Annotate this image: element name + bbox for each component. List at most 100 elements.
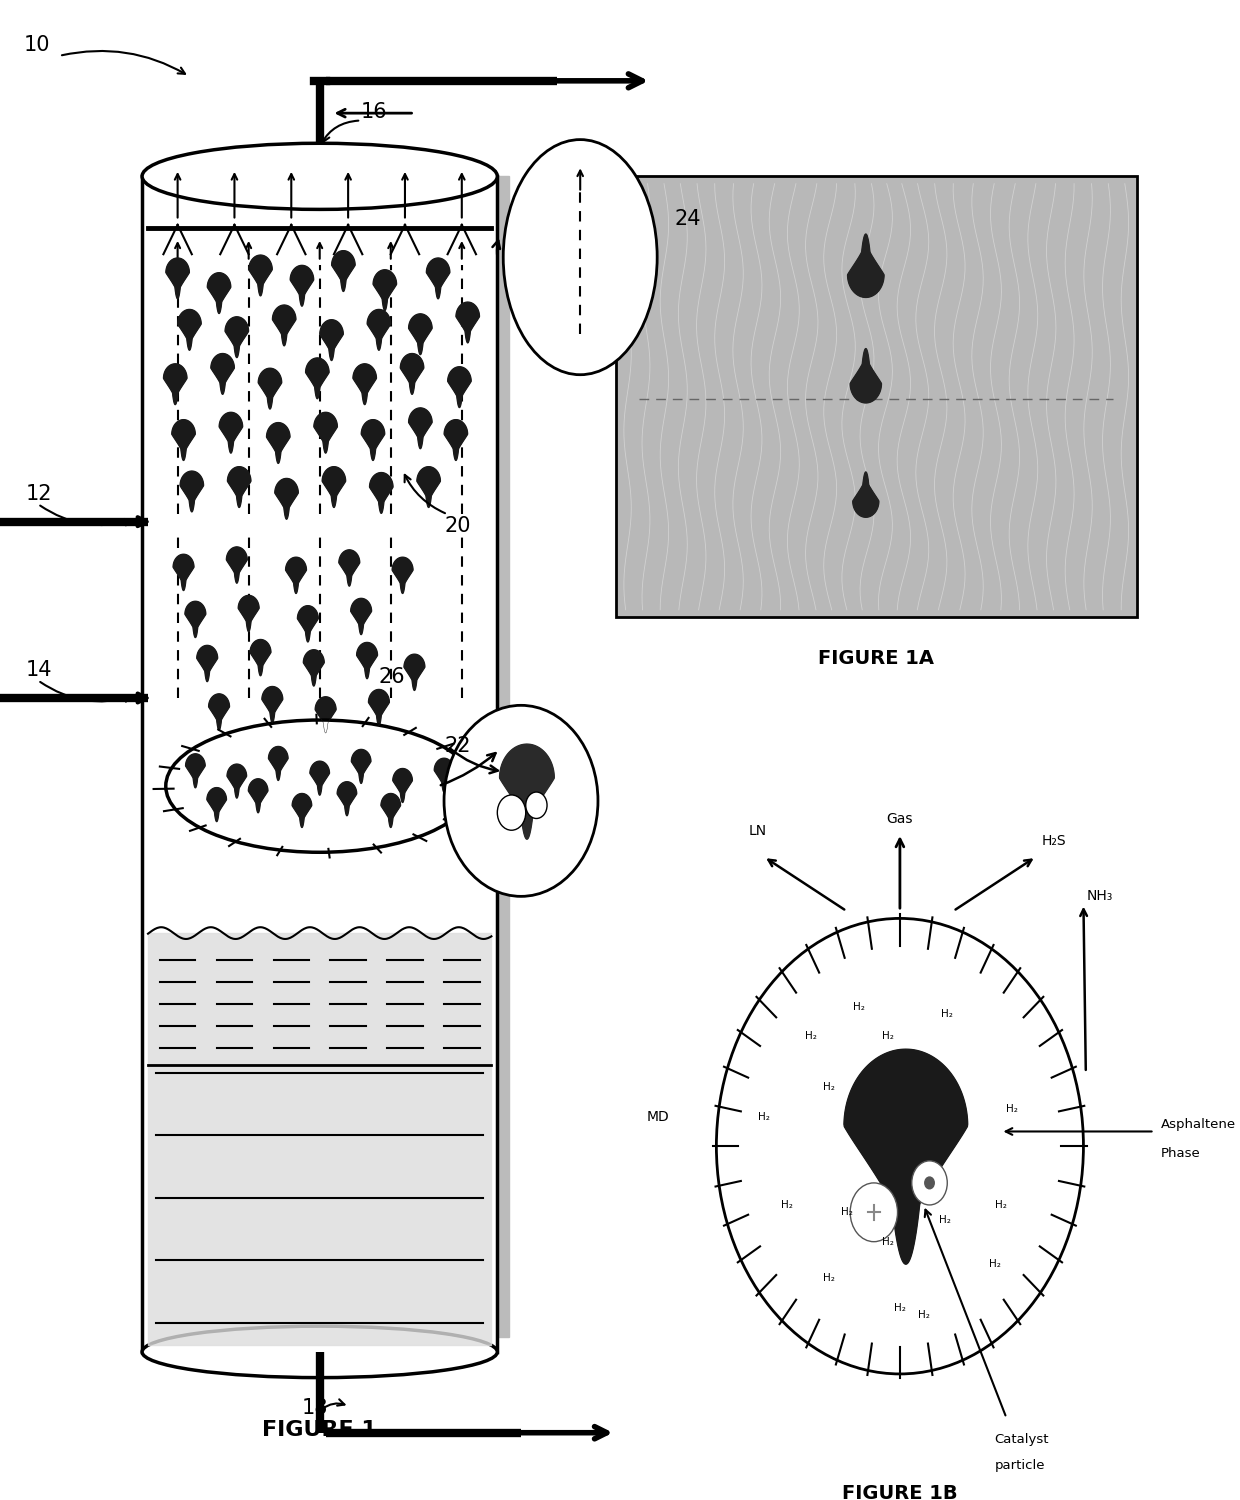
FancyArrowPatch shape [404, 476, 445, 513]
Text: Asphaltene: Asphaltene [1161, 1118, 1235, 1131]
Text: FIGURE 1: FIGURE 1 [263, 1420, 377, 1440]
Text: H₂S: H₂S [1042, 834, 1066, 848]
Text: 20: 20 [444, 516, 470, 536]
Text: 14: 14 [26, 660, 52, 680]
Polygon shape [285, 556, 306, 594]
Text: FIGURE 1A: FIGURE 1A [818, 650, 934, 669]
Polygon shape [500, 744, 554, 839]
Polygon shape [337, 782, 357, 816]
Polygon shape [227, 764, 247, 798]
Text: FIGURE 1B: FIGURE 1B [842, 1484, 957, 1500]
Polygon shape [293, 794, 311, 828]
FancyArrowPatch shape [492, 240, 500, 255]
Text: H₂: H₂ [823, 1274, 835, 1284]
FancyArrowPatch shape [322, 1400, 345, 1408]
FancyArrowPatch shape [40, 506, 131, 525]
Text: 24: 24 [675, 209, 702, 230]
Circle shape [911, 1161, 947, 1204]
Circle shape [526, 792, 547, 819]
Polygon shape [331, 251, 355, 291]
Text: 26: 26 [379, 668, 405, 687]
Polygon shape [207, 273, 231, 314]
FancyArrowPatch shape [40, 682, 131, 702]
Text: H₂: H₂ [939, 1215, 951, 1224]
Polygon shape [315, 698, 336, 734]
Text: 12: 12 [26, 483, 52, 504]
Polygon shape [172, 420, 195, 460]
FancyArrowPatch shape [62, 51, 185, 74]
Ellipse shape [166, 720, 474, 852]
Text: Catalyst: Catalyst [994, 1432, 1049, 1446]
Text: H₂: H₂ [853, 1002, 864, 1011]
Polygon shape [368, 690, 389, 726]
Polygon shape [361, 420, 384, 460]
Text: Gas: Gas [887, 812, 913, 826]
Polygon shape [227, 548, 247, 584]
Polygon shape [351, 598, 372, 634]
Polygon shape [208, 694, 229, 730]
Polygon shape [351, 750, 371, 783]
FancyArrowPatch shape [322, 120, 358, 142]
Polygon shape [444, 420, 467, 460]
Bar [497, 177, 510, 1336]
Bar [616, 177, 1137, 616]
Polygon shape [392, 556, 413, 594]
Circle shape [851, 1184, 898, 1242]
Polygon shape [339, 550, 360, 586]
Polygon shape [164, 364, 187, 405]
Polygon shape [367, 309, 391, 350]
Circle shape [444, 705, 598, 897]
Text: H₂: H₂ [894, 1304, 906, 1312]
Polygon shape [409, 408, 432, 448]
Polygon shape [219, 413, 243, 453]
Polygon shape [273, 304, 296, 346]
Polygon shape [404, 654, 425, 690]
Polygon shape [353, 364, 377, 405]
Polygon shape [258, 368, 281, 410]
Polygon shape [174, 555, 193, 591]
Polygon shape [186, 754, 205, 788]
Polygon shape [269, 747, 288, 780]
Polygon shape [320, 320, 343, 360]
Polygon shape [434, 758, 454, 792]
Polygon shape [143, 177, 497, 1352]
Polygon shape [417, 466, 440, 507]
Polygon shape [427, 258, 450, 299]
Polygon shape [226, 316, 248, 357]
Text: MD: MD [646, 1110, 670, 1124]
Polygon shape [370, 472, 393, 513]
Polygon shape [314, 413, 337, 453]
Text: 10: 10 [24, 36, 50, 56]
Polygon shape [298, 606, 319, 642]
Ellipse shape [143, 1326, 497, 1377]
Polygon shape [177, 309, 201, 350]
Polygon shape [381, 794, 401, 828]
Polygon shape [275, 478, 299, 519]
Polygon shape [267, 423, 290, 464]
Polygon shape [357, 642, 377, 678]
Text: particle: particle [994, 1460, 1045, 1472]
Text: H₂: H₂ [882, 1236, 894, 1246]
Polygon shape [166, 258, 190, 299]
Text: 22: 22 [444, 736, 470, 756]
Polygon shape [211, 354, 234, 395]
Polygon shape [310, 760, 330, 795]
Text: H₂: H₂ [805, 1030, 817, 1041]
Polygon shape [401, 354, 424, 395]
Polygon shape [185, 602, 206, 638]
Polygon shape [250, 639, 270, 675]
FancyArrowPatch shape [440, 753, 496, 784]
Polygon shape [853, 472, 879, 518]
FancyArrowPatch shape [450, 748, 497, 774]
Polygon shape [409, 314, 432, 354]
Text: H₂: H₂ [1007, 1104, 1018, 1114]
Polygon shape [304, 650, 324, 686]
Polygon shape [322, 466, 346, 507]
Polygon shape [851, 348, 882, 404]
Text: Phase: Phase [1161, 1148, 1200, 1160]
Polygon shape [197, 645, 218, 681]
Polygon shape [180, 471, 203, 512]
Polygon shape [305, 358, 329, 399]
Text: 18: 18 [303, 1398, 329, 1417]
Polygon shape [373, 270, 397, 310]
